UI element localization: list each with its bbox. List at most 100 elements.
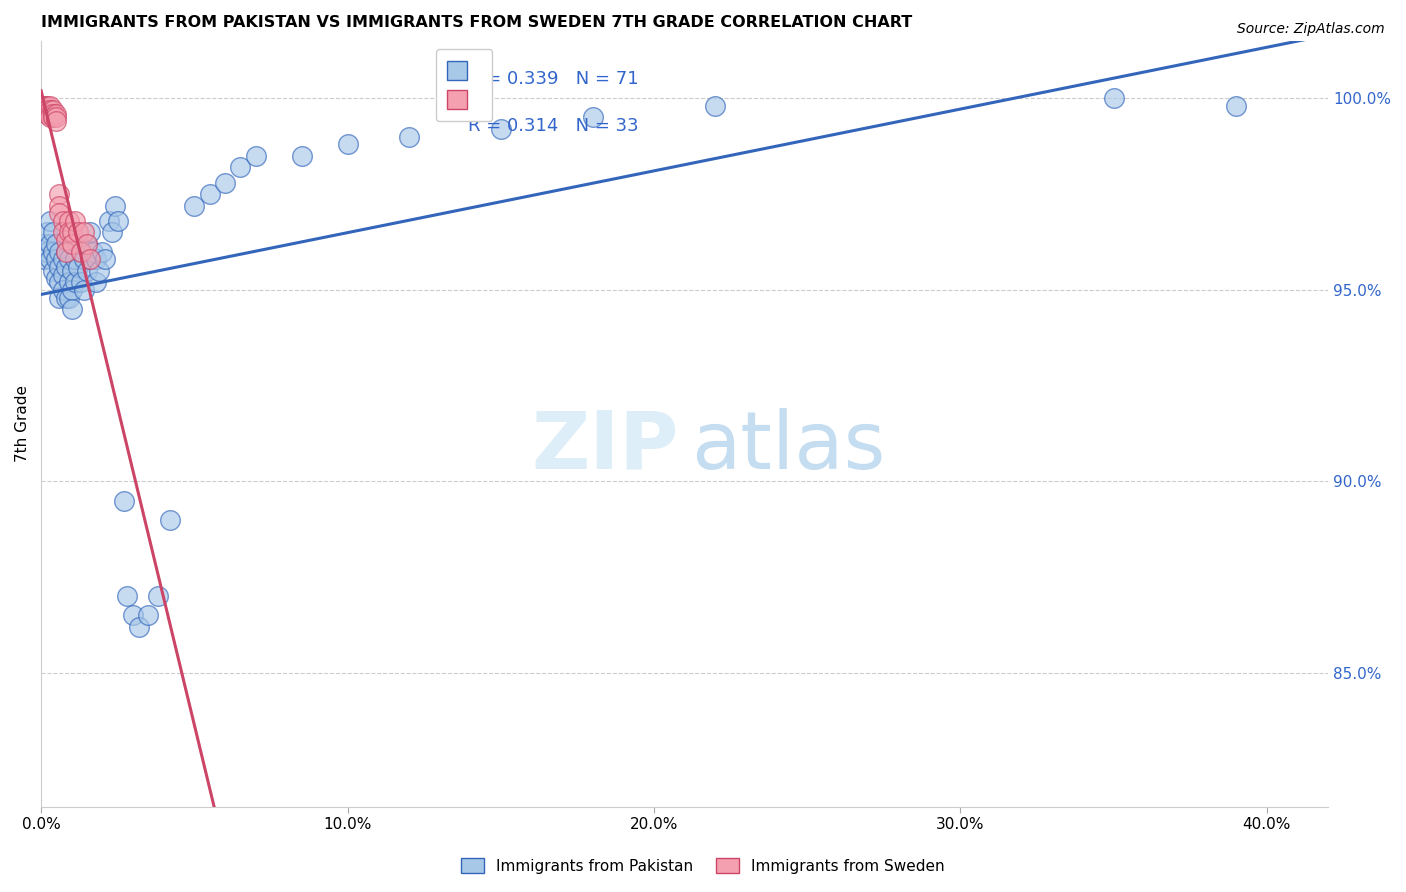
Point bbox=[70, 244, 93, 259]
Point bbox=[39, 106, 62, 120]
Point bbox=[582, 111, 605, 125]
Point bbox=[58, 252, 80, 267]
Point bbox=[39, 111, 62, 125]
Point bbox=[70, 275, 93, 289]
Point bbox=[70, 244, 93, 259]
Point bbox=[58, 291, 80, 305]
Point bbox=[32, 99, 55, 113]
Point bbox=[39, 252, 62, 267]
Point bbox=[336, 137, 359, 152]
Point bbox=[60, 301, 83, 316]
Point bbox=[45, 236, 67, 251]
Text: R = 0.314   N = 33: R = 0.314 N = 33 bbox=[468, 118, 640, 136]
Point bbox=[107, 214, 129, 228]
Text: atlas: atlas bbox=[692, 408, 886, 486]
Point bbox=[55, 244, 77, 259]
Legend: , : , bbox=[436, 49, 492, 121]
Point bbox=[183, 198, 205, 212]
Point bbox=[45, 114, 67, 128]
Point bbox=[704, 99, 727, 113]
Point bbox=[104, 198, 127, 212]
Point bbox=[32, 252, 55, 267]
Point bbox=[42, 106, 65, 120]
Point bbox=[1102, 91, 1125, 105]
Point bbox=[32, 99, 55, 113]
Point bbox=[55, 260, 77, 274]
Point bbox=[76, 236, 98, 251]
Point bbox=[229, 161, 252, 175]
Point bbox=[37, 103, 59, 117]
Point bbox=[63, 275, 86, 289]
Point bbox=[42, 244, 65, 259]
Point bbox=[214, 176, 236, 190]
Point bbox=[48, 260, 70, 274]
Point bbox=[48, 187, 70, 202]
Point bbox=[42, 263, 65, 277]
Point bbox=[198, 187, 221, 202]
Point bbox=[39, 214, 62, 228]
Point bbox=[45, 271, 67, 285]
Point bbox=[48, 198, 70, 212]
Point bbox=[122, 608, 145, 623]
Point bbox=[58, 275, 80, 289]
Point bbox=[32, 236, 55, 251]
Point bbox=[51, 214, 73, 228]
Text: ZIP: ZIP bbox=[531, 408, 678, 486]
Point bbox=[489, 122, 512, 136]
Point bbox=[51, 226, 73, 240]
Point bbox=[37, 99, 59, 113]
Point bbox=[73, 226, 96, 240]
Point bbox=[58, 214, 80, 228]
Point bbox=[97, 214, 120, 228]
Point bbox=[60, 226, 83, 240]
Point bbox=[37, 106, 59, 120]
Point bbox=[100, 226, 122, 240]
Point bbox=[63, 214, 86, 228]
Point bbox=[48, 244, 70, 259]
Legend: Immigrants from Pakistan, Immigrants from Sweden: Immigrants from Pakistan, Immigrants fro… bbox=[456, 852, 950, 880]
Point bbox=[60, 263, 83, 277]
Point bbox=[245, 149, 267, 163]
Point bbox=[159, 513, 181, 527]
Point bbox=[58, 226, 80, 240]
Point bbox=[84, 252, 107, 267]
Point bbox=[55, 244, 77, 259]
Point bbox=[128, 620, 150, 634]
Point bbox=[79, 252, 101, 267]
Point bbox=[63, 252, 86, 267]
Point bbox=[51, 252, 73, 267]
Point bbox=[42, 111, 65, 125]
Point bbox=[66, 260, 89, 274]
Point bbox=[115, 590, 138, 604]
Point bbox=[79, 252, 101, 267]
Point bbox=[39, 236, 62, 251]
Point bbox=[32, 103, 55, 117]
Point bbox=[94, 252, 117, 267]
Point bbox=[60, 283, 83, 297]
Point bbox=[60, 236, 83, 251]
Point bbox=[73, 283, 96, 297]
Point bbox=[45, 252, 67, 267]
Point bbox=[76, 263, 98, 277]
Point bbox=[398, 129, 420, 144]
Point bbox=[48, 291, 70, 305]
Point bbox=[48, 206, 70, 220]
Point bbox=[39, 103, 62, 117]
Point bbox=[51, 283, 73, 297]
Point bbox=[89, 263, 111, 277]
Point bbox=[45, 111, 67, 125]
Point bbox=[84, 275, 107, 289]
Point bbox=[76, 236, 98, 251]
Point bbox=[66, 226, 89, 240]
Point bbox=[112, 493, 135, 508]
Point bbox=[91, 244, 114, 259]
Text: R = 0.339   N = 71: R = 0.339 N = 71 bbox=[468, 70, 640, 88]
Point bbox=[73, 252, 96, 267]
Point bbox=[51, 268, 73, 282]
Point bbox=[42, 103, 65, 117]
Point bbox=[66, 236, 89, 251]
Point bbox=[290, 149, 312, 163]
Point bbox=[55, 233, 77, 247]
Point bbox=[48, 275, 70, 289]
Point bbox=[37, 226, 59, 240]
